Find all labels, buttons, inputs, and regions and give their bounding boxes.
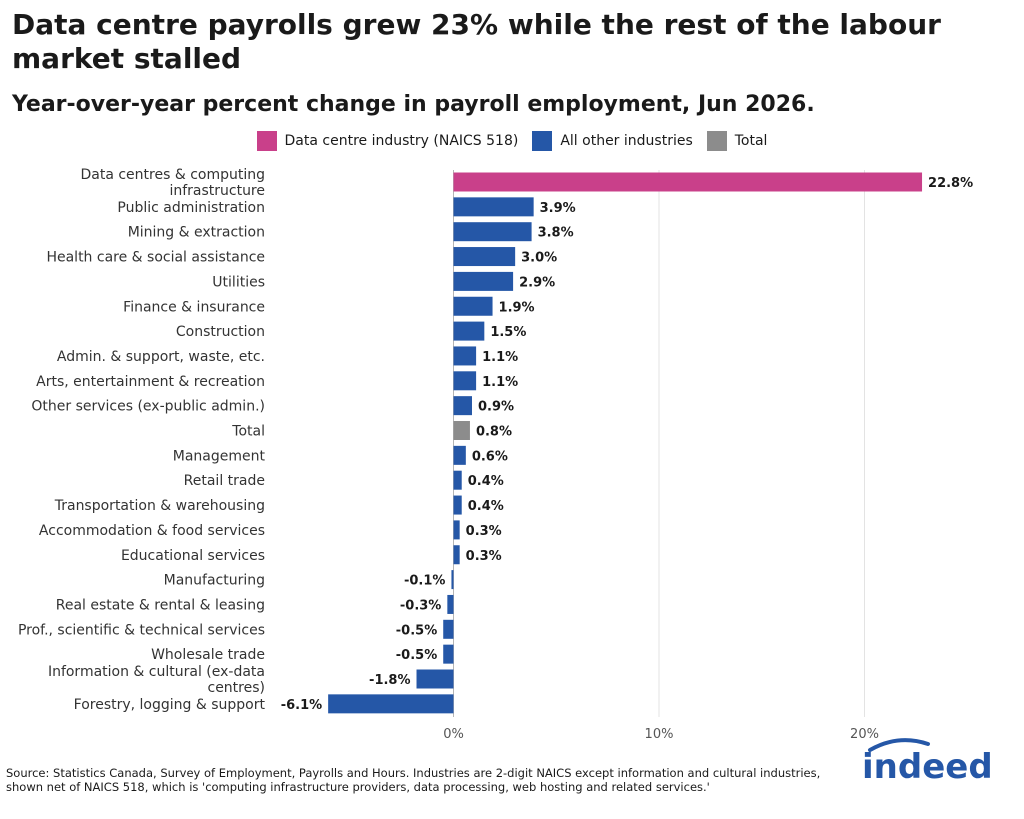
bar <box>453 371 477 391</box>
bar-chart: 0% 10% 20% Data centres & computing infrastr… <box>18 167 973 742</box>
bar <box>453 172 923 192</box>
category-label: Prof., scientific & technical services <box>18 622 265 638</box>
category-label: Admin. & support, waste, etc. <box>57 349 265 365</box>
category-label: Accommodation & food services <box>39 523 265 539</box>
value-label: 2.9% <box>519 275 555 290</box>
bar <box>453 495 462 515</box>
category-label: Public administration <box>117 200 265 216</box>
bar <box>453 197 534 217</box>
category-label: Total <box>231 424 265 440</box>
x-tick-label: 20% <box>850 727 879 742</box>
bar <box>443 644 454 664</box>
category-label: Construction <box>176 324 265 340</box>
legend-swatch-data-centre <box>256 131 277 151</box>
indeed-logo-text: indeed <box>862 747 993 784</box>
bar <box>453 520 460 540</box>
indeed-logo: indeed <box>862 738 993 784</box>
bar <box>453 271 514 291</box>
bar <box>416 669 454 689</box>
x-tick-label: 10% <box>645 727 674 742</box>
value-label: 0.4% <box>468 499 504 514</box>
category-label: Wholesale trade <box>151 647 265 663</box>
value-label: 3.0% <box>521 251 557 266</box>
category-label: Retail trade <box>184 473 265 489</box>
bar <box>447 594 454 614</box>
bar <box>453 421 470 440</box>
category-label: Transportation & warehousing <box>54 498 265 514</box>
legend-swatch-total <box>706 131 727 151</box>
chart-title: Data centre payrolls grew 23% while the … <box>12 8 941 75</box>
legend-label-total: Total <box>734 133 768 149</box>
category-label: Management <box>173 448 266 464</box>
value-label: 0.3% <box>466 549 502 564</box>
category-label: Health care & social assistance <box>46 250 265 266</box>
value-label: -0.3% <box>400 598 441 613</box>
value-label: 0.9% <box>478 400 514 415</box>
value-label: 1.1% <box>482 375 518 390</box>
source-note: Source: Statistics Canada, Survey of Emp… <box>6 766 821 794</box>
value-label: 1.9% <box>499 300 535 315</box>
category-label: Utilities <box>212 274 265 290</box>
legend: Data centre industry (NAICS 518) All oth… <box>0 130 1024 152</box>
value-label: -0.5% <box>396 623 437 638</box>
value-label: -1.8% <box>369 673 410 688</box>
bar <box>453 222 532 242</box>
bar <box>453 396 472 416</box>
category-label: Data centres & computing infrastructure <box>80 167 265 199</box>
value-label: 0.4% <box>468 474 504 489</box>
x-tick-label: 0% <box>443 727 464 742</box>
bar <box>453 321 485 341</box>
bar <box>451 570 454 590</box>
bar <box>453 296 493 316</box>
category-label: Other services (ex-public admin.) <box>31 399 265 415</box>
bar <box>453 247 516 267</box>
legend-label-other-industries: All other industries <box>560 133 693 149</box>
value-label: 1.1% <box>482 350 518 365</box>
category-label: Information & cultural (ex-data centres) <box>48 664 265 696</box>
category-label: Manufacturing <box>164 573 265 589</box>
category-label: Real estate & rental & leasing <box>56 597 265 613</box>
legend-item-other-industries: All other industries <box>532 131 693 151</box>
value-label: 22.8% <box>928 176 973 191</box>
legend-swatch-other-industries <box>532 131 553 151</box>
category-label: Arts, entertainment & recreation <box>36 374 265 390</box>
value-label: 0.8% <box>476 425 512 440</box>
value-label: 3.8% <box>538 226 574 241</box>
bar <box>453 545 460 565</box>
legend-item-data-centre: Data centre industry (NAICS 518) <box>256 131 519 151</box>
category-label: Finance & insurance <box>123 299 265 315</box>
category-label: Educational services <box>121 548 265 564</box>
bar <box>328 694 454 714</box>
value-label: -0.1% <box>404 574 445 589</box>
category-label: Mining & extraction <box>128 225 265 241</box>
value-label: 0.6% <box>472 449 508 464</box>
category-label: Forestry, logging & support <box>74 697 266 713</box>
value-label: 0.3% <box>466 524 502 539</box>
bar <box>453 445 466 465</box>
legend-label-data-centre: Data centre industry (NAICS 518) <box>284 133 519 149</box>
legend-item-total: Total <box>706 131 768 151</box>
value-label: 1.5% <box>490 325 526 340</box>
chart-subtitle: Year-over-year percent change in payroll… <box>12 92 815 117</box>
value-label: -0.5% <box>396 648 437 663</box>
bar <box>453 470 462 490</box>
bar <box>453 346 477 366</box>
value-label: 3.9% <box>540 201 576 216</box>
value-label: -6.1% <box>281 698 322 713</box>
bar <box>443 619 454 639</box>
